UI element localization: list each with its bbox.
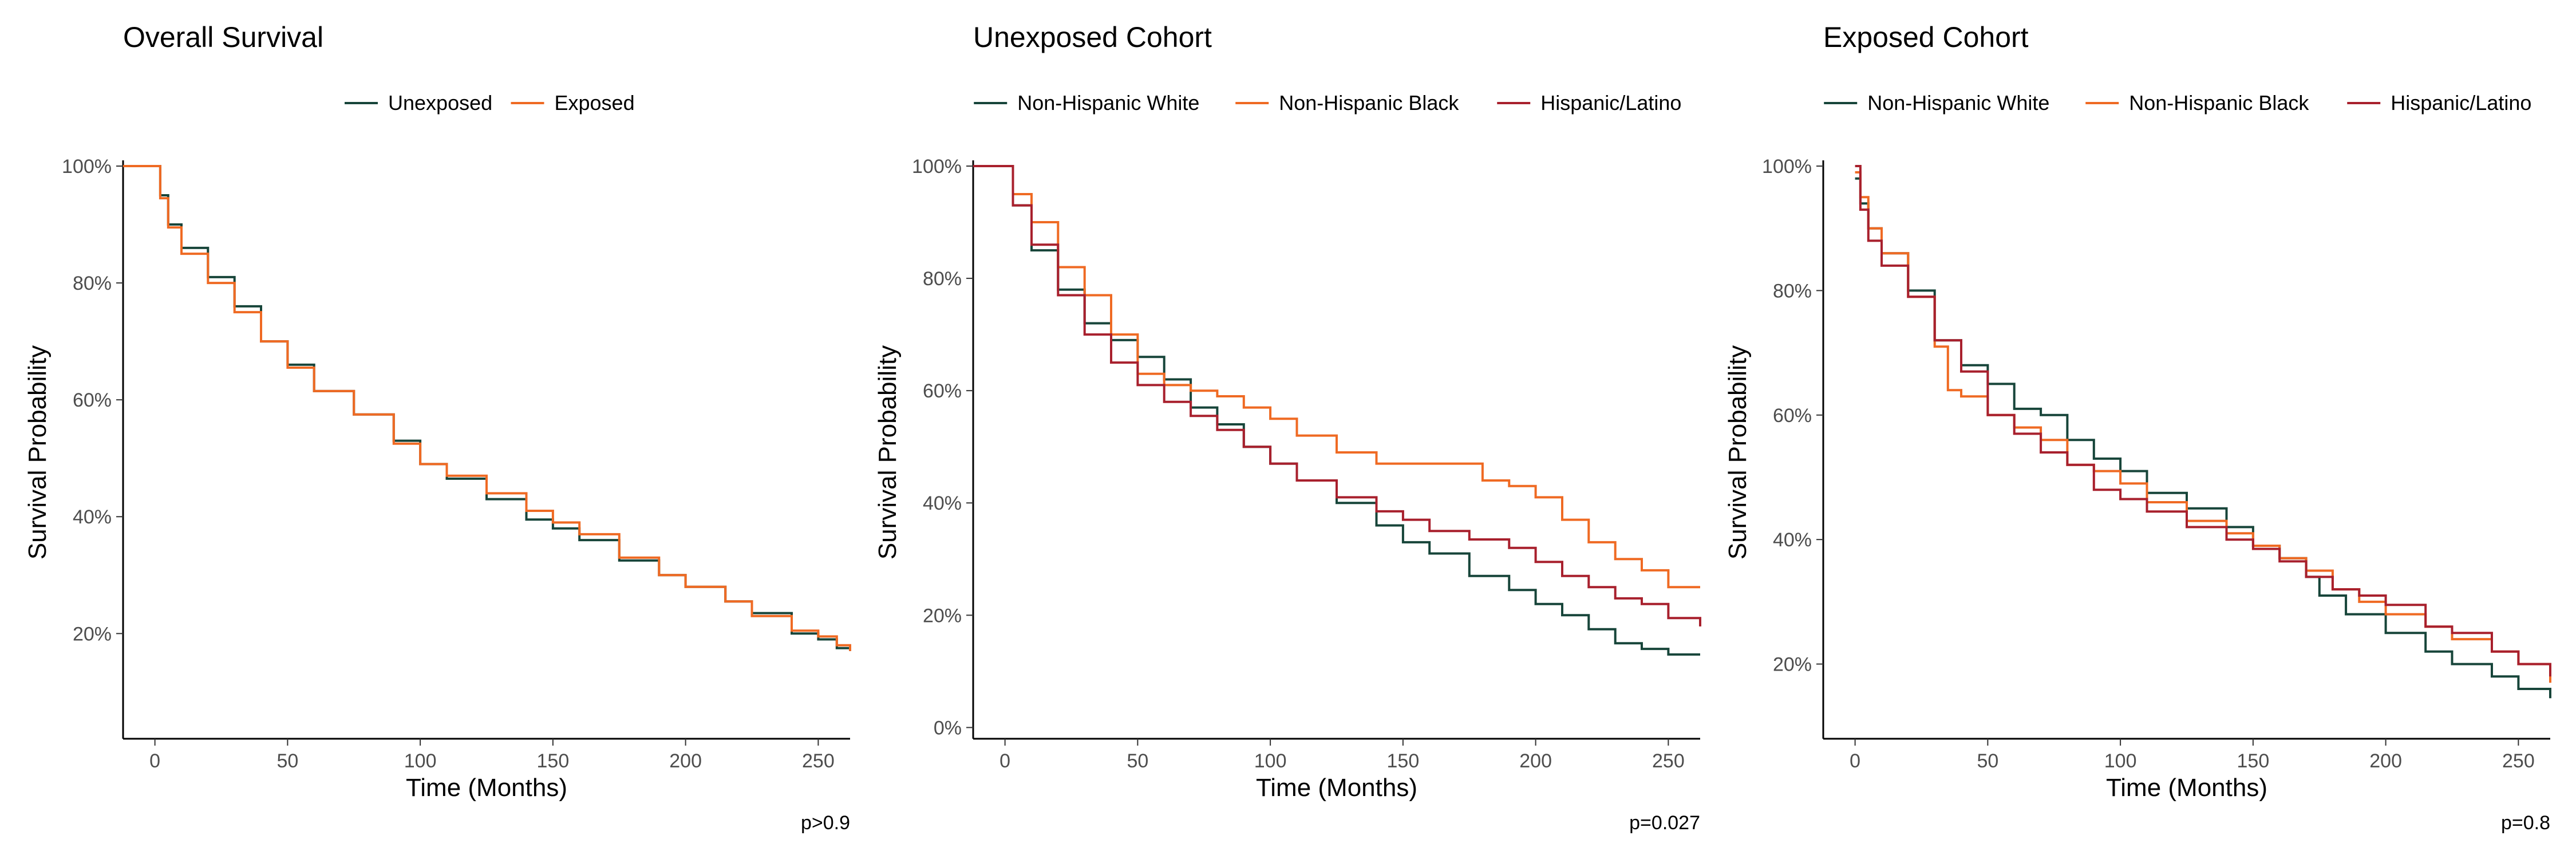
x-tick-label: 100 [1254,750,1287,772]
y-tick-label: 80% [923,268,962,290]
legend-label: Non-Hispanic Black [2129,91,2309,115]
y-tick-label: 40% [923,492,962,514]
legend-item-3: Hispanic/Latino [2347,91,2531,115]
legend-label: Non-Hispanic White [1867,91,2049,115]
legend-label: Hispanic/Latino [1540,91,1681,115]
legend-item-1: Non-Hispanic White [974,91,1199,115]
survival-curve-3 [1855,165,2551,677]
y-tick-label: 0% [934,717,962,739]
legend-label: Unexposed [388,91,492,115]
y-tick-label: 60% [923,380,962,402]
y-tick-label: 40% [73,506,112,528]
legend: Non-Hispanic White Non-Hispanic Black Hisp… [974,91,1681,115]
y-tick-label: 40% [1773,529,1812,551]
legend-item-1: Non-Hispanic White [1824,91,2049,115]
x-tick-label: 0 [999,750,1010,772]
x-axis-title: Time (Months) [2106,774,2267,802]
x-tick-label: 0 [1850,750,1860,772]
x-tick-label: 150 [2237,750,2270,772]
x-tick-label: 100 [2104,750,2137,772]
chart-panel-1: Overall Survival Unexposed Exposed 20% 40% 60… [23,21,851,834]
survival-curve-2 [1855,171,2551,683]
x-tick-label: 0 [149,750,160,772]
chart-title: Unexposed Cohort [973,21,1212,53]
legend-item-1: Unexposed [345,91,492,115]
survival-curve-1 [123,165,851,651]
legend: Non-Hispanic White Non-Hispanic Black Hisp… [1824,91,2531,115]
x-tick-label: 100 [404,750,437,772]
y-tick-label: 100% [1762,156,1812,178]
chart-title: Exposed Cohort [1823,21,2029,53]
y-tick-label: 100% [912,156,962,178]
legend: Unexposed Exposed [345,91,635,115]
x-tick-label: 200 [1519,750,1552,772]
x-tick-label: 250 [1652,750,1685,772]
p-value: p=0.027 [1629,812,1700,834]
y-axis-title: Survival Probability [23,345,52,559]
y-axis-title: Survival Probability [874,345,902,559]
x-tick-label: 50 [1127,750,1148,772]
p-value: p>0.9 [801,812,850,834]
survival-curve-1 [973,165,1700,656]
chart-title: Overall Survival [123,21,323,53]
x-tick-label: 250 [2502,750,2535,772]
legend-item-2: Exposed [511,91,635,115]
x-axis-title: Time (Months) [1256,774,1417,802]
survival-curve-2 [973,165,1700,589]
survival-curve-2 [123,165,851,651]
y-tick-label: 80% [1773,280,1812,302]
legend-item-2: Non-Hispanic Black [1235,91,1459,115]
legend-label: Hispanic/Latino [2391,91,2531,115]
x-tick-label: 200 [2369,750,2402,772]
x-tick-label: 250 [802,750,835,772]
legend-label: Non-Hispanic Black [1279,91,1459,115]
y-tick-label: 20% [1773,654,1812,676]
legend-item-2: Non-Hispanic Black [2085,91,2309,115]
x-tick-label: 150 [537,750,570,772]
x-tick-label: 200 [669,750,702,772]
p-value: p=0.8 [2501,812,2550,834]
legend-label: Exposed [555,91,635,115]
y-tick-label: 60% [73,389,112,411]
x-tick-label: 150 [1387,750,1420,772]
x-tick-label: 50 [276,750,298,772]
y-tick-label: 100% [62,156,112,178]
x-axis-title: Time (Months) [406,774,567,802]
y-tick-label: 60% [1773,405,1812,427]
x-tick-label: 50 [1977,750,1998,772]
y-tick-label: 20% [923,605,962,626]
y-tick-label: 20% [73,623,112,645]
y-axis-title: Survival Probability [1724,345,1752,559]
survival-curve-1 [1855,177,2551,699]
survival-curve-3 [973,165,1701,626]
legend-item-3: Hispanic/Latino [1497,91,1681,115]
legend-label: Non-Hispanic White [1017,91,1199,115]
y-tick-label: 80% [73,273,112,294]
